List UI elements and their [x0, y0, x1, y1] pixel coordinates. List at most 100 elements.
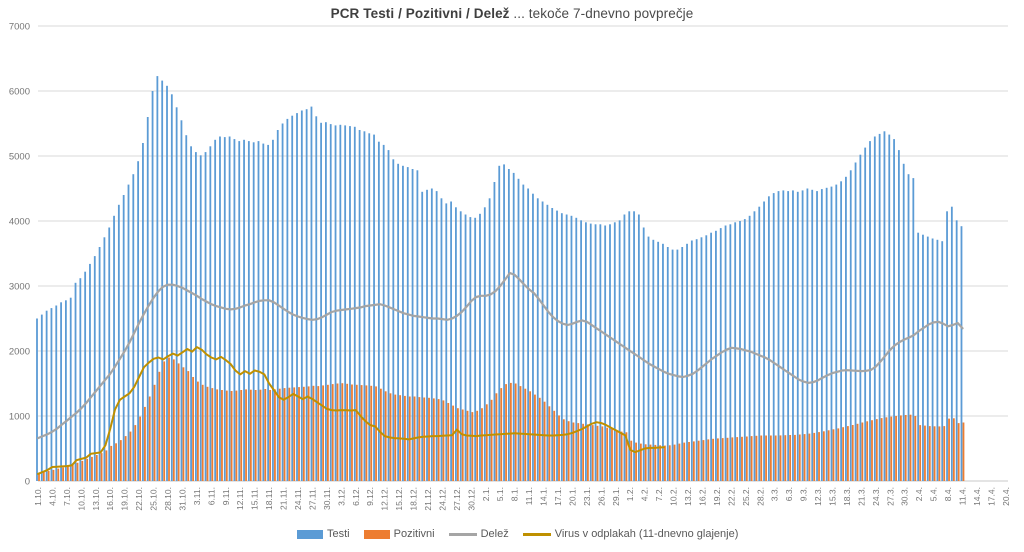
- bar-testi: [233, 139, 236, 481]
- bar-testi: [339, 124, 342, 482]
- bar-pozitivni: [765, 435, 767, 481]
- bar-pozitivni: [577, 423, 580, 481]
- bar-testi: [272, 139, 274, 482]
- x-axis-label: 30.11.: [322, 487, 332, 510]
- bar-testi: [801, 190, 804, 481]
- bar-pozitivni: [943, 426, 946, 481]
- bar-testi: [604, 225, 607, 481]
- bar-testi: [469, 217, 472, 481]
- bar-pozitivni: [779, 435, 782, 481]
- bar-testi: [662, 243, 664, 482]
- bar-pozitivni: [606, 427, 609, 481]
- bar-testi: [931, 238, 934, 481]
- x-axis-label: 3.11.: [192, 487, 202, 505]
- legend-swatch-virus: [522, 532, 551, 536]
- bar-pozitivni: [153, 384, 156, 481]
- bar-pozitivni: [957, 423, 960, 481]
- bar-testi: [161, 80, 164, 481]
- bar-pozitivni: [437, 399, 440, 481]
- bar-testi: [628, 211, 631, 482]
- legend-swatch-testi: [297, 529, 323, 539]
- bar-testi: [450, 201, 452, 481]
- bar-testi: [382, 144, 385, 481]
- bar-pozitivni: [591, 425, 594, 481]
- bar-testi: [190, 146, 192, 482]
- bar-pozitivni: [355, 384, 358, 481]
- bar-pozitivni: [91, 456, 93, 481]
- x-axis-label: 7.2.: [654, 487, 664, 501]
- bar-pozitivni: [144, 406, 146, 481]
- bar-testi: [387, 150, 390, 481]
- bar-pozitivni: [110, 445, 113, 481]
- x-axis-label: 15.3.: [828, 487, 838, 506]
- bar-pozitivni: [567, 421, 570, 481]
- bar-pozitivni: [904, 415, 907, 481]
- bar-testi: [869, 141, 871, 481]
- bar-pozitivni: [899, 415, 902, 481]
- chart-title-suffix: ... tekoče 7-dnevno povprečje: [509, 6, 694, 21]
- x-axis-label: 11.4.: [958, 487, 968, 505]
- bar-pozitivni: [81, 460, 84, 481]
- x-axis-label: 28.10.: [163, 487, 173, 511]
- bar-testi: [507, 169, 510, 481]
- x-axis-label: 1.10.: [33, 487, 43, 506]
- y-axis-label: 1000: [9, 412, 30, 423]
- bar-pozitivni: [495, 393, 498, 482]
- bar-pozitivni: [630, 440, 633, 481]
- bar-testi: [787, 191, 790, 481]
- bar-pozitivni: [66, 466, 69, 481]
- bar-testi: [320, 122, 322, 482]
- bar-pozitivni: [769, 435, 772, 481]
- bar-pozitivni: [548, 406, 551, 482]
- bar-testi: [748, 215, 751, 482]
- bar-pozitivni: [201, 384, 204, 481]
- bar-pozitivni: [919, 425, 922, 481]
- x-axis-label: 13.2.: [683, 487, 693, 506]
- bar-pozitivni: [115, 443, 117, 481]
- bar-pozitivni: [635, 442, 637, 481]
- bar-testi: [421, 191, 424, 482]
- bar-testi: [695, 239, 698, 481]
- bar-pozitivni: [847, 426, 849, 481]
- bar-testi: [358, 130, 361, 481]
- bar-pozitivni: [948, 418, 950, 481]
- bar-testi: [652, 239, 655, 481]
- x-axis-label: 17.4.: [986, 487, 996, 506]
- bar-testi: [565, 214, 568, 481]
- bar-testi: [912, 178, 915, 481]
- bar-pozitivni: [803, 434, 806, 481]
- bar-pozitivni: [163, 361, 166, 481]
- x-axis-label: 31.10.: [178, 487, 188, 511]
- bar-pozitivni: [813, 432, 816, 481]
- bar-pozitivni: [71, 464, 74, 482]
- bar-pozitivni: [726, 437, 729, 481]
- bar-testi: [122, 195, 125, 481]
- bar-pozitivni: [86, 458, 89, 481]
- bar-testi: [936, 239, 939, 481]
- bar-testi: [98, 247, 101, 481]
- y-axis-label: 0: [25, 477, 30, 488]
- bar-testi: [103, 237, 106, 482]
- bar-pozitivni: [177, 363, 180, 481]
- bar-testi: [74, 282, 77, 482]
- bar-pozitivni: [562, 419, 565, 482]
- bar-testi: [888, 134, 891, 481]
- x-axis-label: 22.10.: [134, 487, 144, 511]
- bar-testi: [474, 217, 477, 482]
- bar-pozitivni: [365, 385, 368, 481]
- bar-testi: [493, 182, 496, 481]
- bar-pozitivni: [322, 385, 324, 481]
- bar-testi: [522, 184, 525, 481]
- bar-testi: [830, 186, 833, 481]
- bar-testi: [117, 204, 120, 482]
- bar-pozitivni: [534, 394, 536, 481]
- bar-pozitivni: [755, 435, 758, 481]
- x-axis-label: 25.10.: [149, 487, 159, 511]
- x-axis-label: 30.12.: [466, 487, 476, 511]
- bar-testi: [570, 215, 573, 482]
- bar-testi: [739, 221, 741, 481]
- bar-testi: [238, 141, 241, 481]
- x-axis-label: 9.3.: [799, 487, 809, 501]
- bar-pozitivni: [288, 387, 291, 481]
